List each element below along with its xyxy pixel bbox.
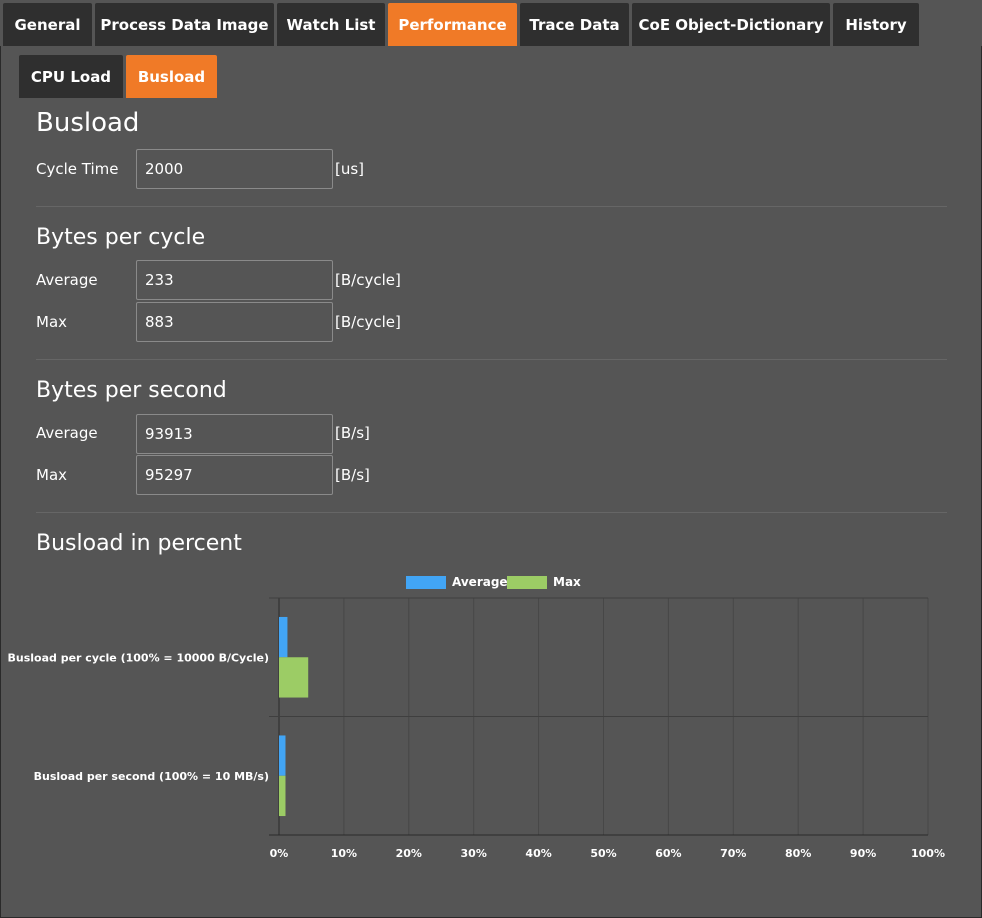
tab-label: Process Data Image — [100, 15, 269, 34]
bps-average-label: Average — [36, 424, 98, 442]
legend-average-label: Average — [452, 575, 508, 589]
cycle-time-label: Cycle Time — [36, 160, 119, 178]
bps-max-unit: [B/s] — [335, 466, 370, 484]
bytes-per-cycle-title: Bytes per cycle — [36, 225, 206, 250]
legend-average-swatch — [406, 575, 446, 589]
x-tick-label: 40% — [525, 847, 551, 860]
legend-average[interactable]: Average — [406, 575, 508, 589]
x-tick-label: 90% — [850, 847, 876, 860]
x-tick-label: 60% — [655, 847, 681, 860]
subtab-label: Busload — [137, 67, 206, 86]
subtab-label: CPU Load — [30, 67, 112, 86]
tab-label: CoE Object-Dictionary — [638, 15, 824, 34]
tab-label: History — [845, 15, 907, 34]
tab-performance[interactable]: Performance — [388, 3, 517, 46]
x-tick-label: 10% — [331, 847, 357, 860]
bpc-max-label: Max — [36, 313, 68, 331]
bpc-max-unit: [B/cycle] — [335, 313, 401, 331]
bps-average-unit: [B/s] — [335, 424, 370, 442]
tab-label: Trace Data — [529, 15, 620, 34]
section-divider — [36, 512, 947, 513]
tab-label: Watch List — [286, 15, 376, 34]
bar-max — [279, 775, 286, 817]
bpc-average-field[interactable]: 233 — [136, 260, 333, 300]
tab-label: General — [14, 15, 81, 34]
x-tick-label: 50% — [590, 847, 616, 860]
busload-percent-chart: 0% 10% 20% 30% 40% 50% 60% 70% 80% 90% 100% Busload… — [8, 597, 945, 860]
busload-percent-title: Busload in percent — [36, 531, 242, 556]
bpc-average-unit: [B/cycle] — [335, 271, 401, 289]
main-tab-bar: General Process Data Image Watch List Pe… — [0, 0, 982, 46]
x-tick-label: 0% — [270, 847, 289, 860]
category-label: Busload per second (100% = 10 MB/s) — [34, 770, 269, 783]
tab-trace-data[interactable]: Trace Data — [520, 3, 629, 46]
bps-max-label: Max — [36, 466, 68, 484]
bar-average — [279, 616, 288, 658]
bpc-average-label: Average — [36, 271, 98, 289]
legend-max-label: Max — [553, 575, 581, 589]
legend-max-swatch — [507, 575, 547, 589]
x-tick-label: 70% — [720, 847, 746, 860]
x-tick-label: 30% — [461, 847, 487, 860]
category-label: Busload per cycle (100% = 10000 B/Cycle) — [8, 651, 270, 664]
tab-watch-list[interactable]: Watch List — [277, 3, 385, 46]
cycle-time-unit: [us] — [335, 160, 365, 178]
x-tick-label: 20% — [396, 847, 422, 860]
bar-average — [279, 735, 286, 776]
bps-average-field[interactable]: 93913 — [136, 414, 333, 454]
section-divider — [36, 359, 947, 360]
x-tick-label: 80% — [785, 847, 811, 860]
bps-max-field[interactable]: 95297 — [136, 455, 333, 495]
section-divider — [36, 206, 947, 207]
subtab-cpu-load[interactable]: CPU Load — [19, 55, 123, 98]
bytes-per-second-title: Bytes per second — [36, 378, 227, 403]
bar-max — [279, 657, 309, 698]
cycle-time-field[interactable]: 2000 — [136, 149, 333, 189]
busload-title: Busload — [36, 108, 140, 138]
legend-max[interactable]: Max — [507, 575, 581, 589]
subtab-busload[interactable]: Busload — [126, 55, 217, 98]
bpc-max-field[interactable]: 883 — [136, 302, 333, 342]
tab-coe-object-dictionary[interactable]: CoE Object-Dictionary — [632, 3, 830, 46]
tab-process-data-image[interactable]: Process Data Image — [95, 3, 274, 46]
tab-history[interactable]: History — [833, 3, 919, 46]
x-tick-label: 100% — [911, 847, 945, 860]
tab-label: Performance — [398, 15, 507, 34]
tab-general[interactable]: General — [3, 3, 92, 46]
